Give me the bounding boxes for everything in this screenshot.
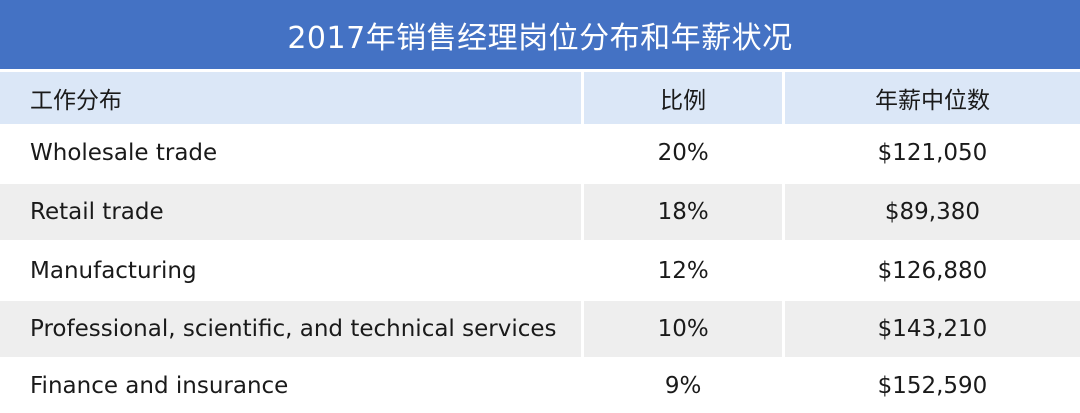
salary-cell: $89,380 xyxy=(784,184,1080,240)
ratio-cell: 20% xyxy=(584,127,782,179)
table-title: 2017年销售经理岗位分布和年薪状况 xyxy=(0,0,1080,69)
table-row: Wholesale trade 20% $121,050 xyxy=(0,127,1080,179)
industry-cell: Wholesale trade xyxy=(0,127,582,179)
ratio-cell: 9% xyxy=(584,359,782,413)
table-row: Finance and insurance 9% $152,590 xyxy=(0,359,1080,413)
industry-cell: Manufacturing xyxy=(0,243,582,298)
industry-cell: Retail trade xyxy=(0,184,582,240)
header-job-distribution: 工作分布 xyxy=(0,72,582,124)
salary-cell: $143,210 xyxy=(784,301,1080,357)
salary-cell: $121,050 xyxy=(784,127,1080,179)
ratio-cell: 12% xyxy=(584,243,782,298)
ratio-cell: 10% xyxy=(584,301,782,357)
table-row: Retail trade 18% $89,380 xyxy=(0,184,1080,240)
table-header-row: 工作分布 比例 年薪中位数 xyxy=(0,72,1080,124)
ratio-cell: 18% xyxy=(584,184,782,240)
header-ratio: 比例 xyxy=(584,72,782,124)
table-row: Manufacturing 12% $126,880 xyxy=(0,243,1080,298)
salary-cell: $126,880 xyxy=(784,243,1080,298)
industry-cell: Professional, scientific, and technical … xyxy=(0,301,582,357)
salary-cell: $152,590 xyxy=(784,359,1080,413)
header-median-salary: 年薪中位数 xyxy=(784,72,1080,124)
industry-cell: Finance and insurance xyxy=(0,359,582,413)
table-row: Professional, scientific, and technical … xyxy=(0,301,1080,357)
